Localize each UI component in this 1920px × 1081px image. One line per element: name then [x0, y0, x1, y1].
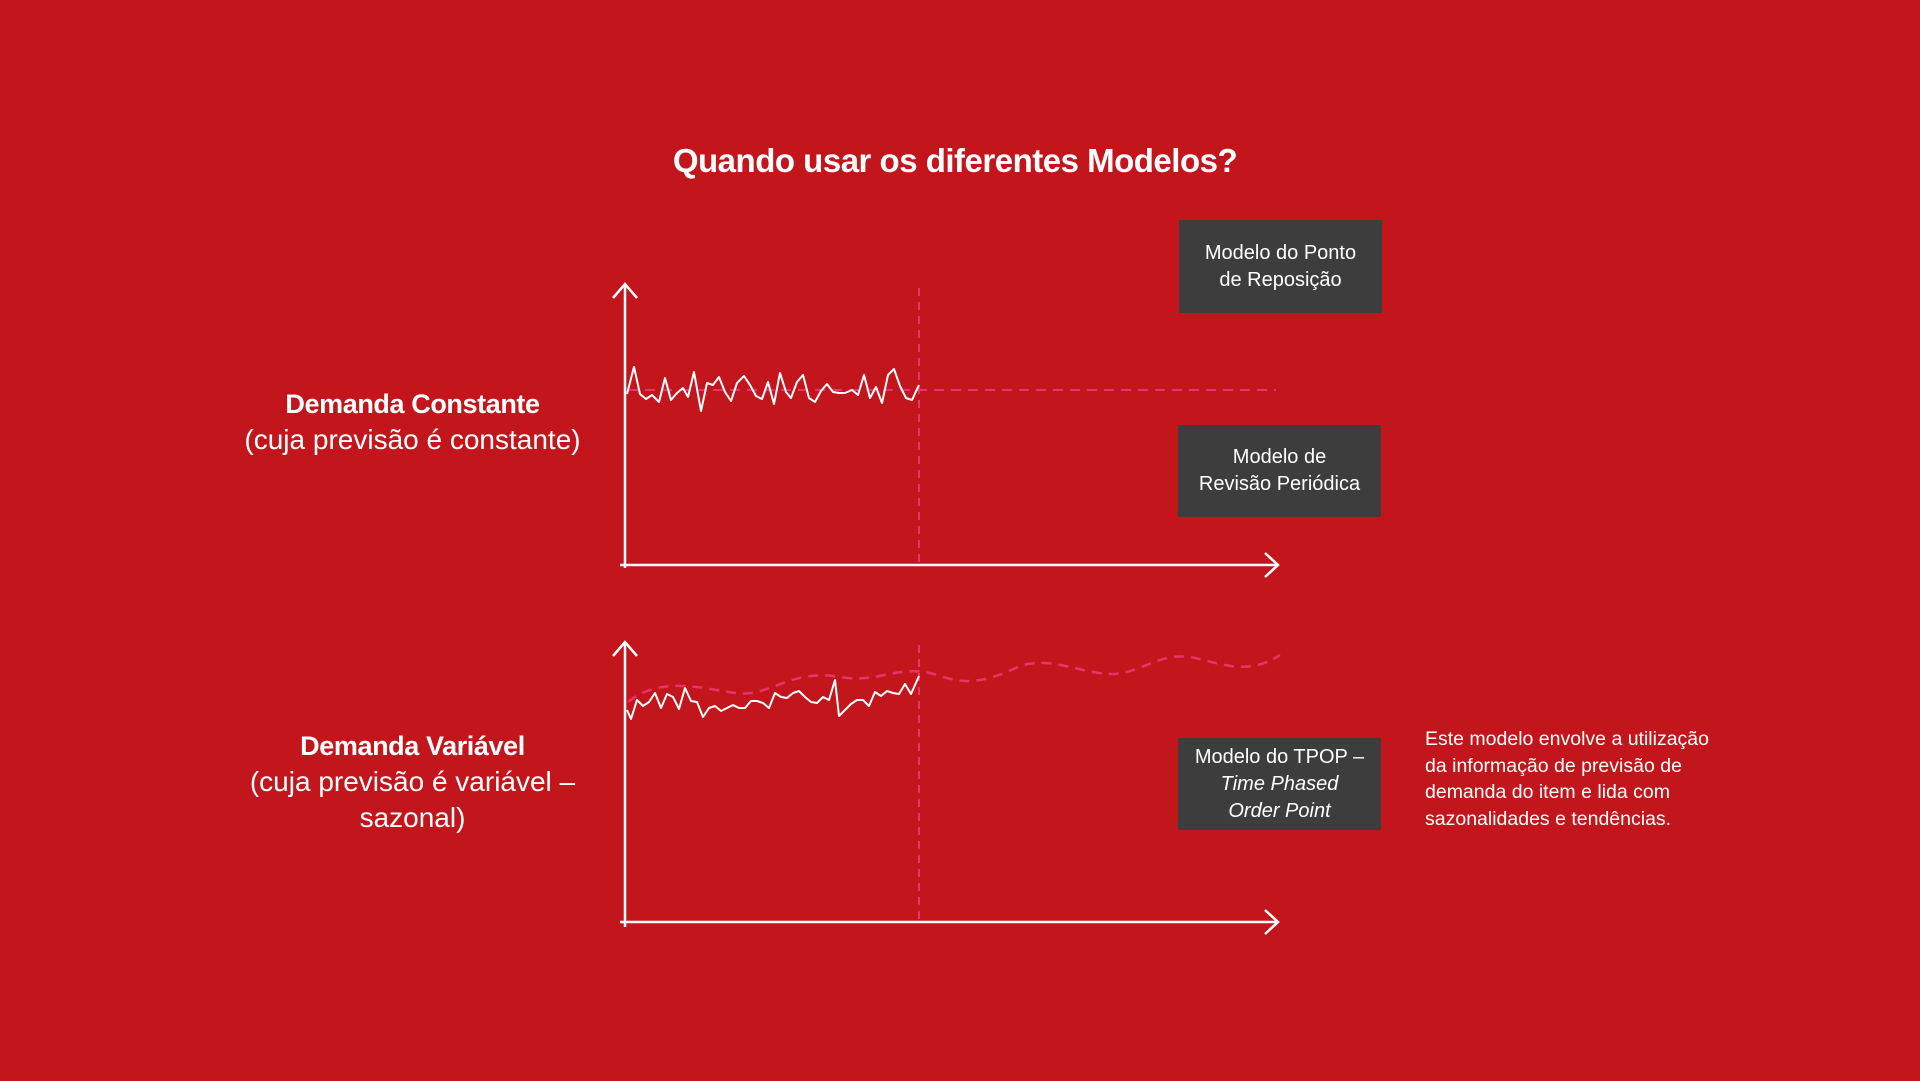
variable-demand-subtitle-line-2: sazonal) — [359, 802, 466, 833]
constant-demand-title: Demanda Constante — [285, 389, 540, 419]
tpop-description-line-2: da informação de previsão de — [1425, 754, 1682, 777]
tpop-description-line-3: demanda do item e lida com — [1425, 781, 1670, 803]
periodic-review-model-box: Modelo de Revisão Periódica — [1178, 425, 1381, 517]
reorder-point-model-line-1: Modelo do Ponto — [1204, 241, 1357, 264]
tpop-description-line-4: sazonalidades e tendências. — [1425, 807, 1672, 830]
variable-demand-label: Demanda Variável (cuja previsão é variáv… — [195, 728, 630, 836]
variable-demand-graph — [612, 640, 1281, 935]
variable-x-axis-arrowhead — [1264, 909, 1280, 935]
tpop-model-line-2: Time Phased — [1220, 772, 1339, 795]
page-title: Quando usar os diferentes Modelos? — [672, 142, 1238, 179]
tpop-model-line-3: Order Point — [1228, 799, 1331, 822]
tpop-description-line-1: Este modelo envolve a utilização — [1425, 728, 1709, 750]
variable-demand-title: Demanda Variável — [300, 731, 525, 761]
tpop-model-line-1: Modelo do TPOP – — [1194, 745, 1365, 768]
variable-y-axis-arrowhead — [612, 640, 638, 657]
periodic-review-model-line-1: Modelo de — [1232, 446, 1327, 468]
tpop-description: Este modelo envolve a utilização da info… — [1425, 726, 1755, 832]
reorder-point-model-line-2: de Reposição — [1219, 268, 1342, 291]
constant-demand-history — [626, 366, 920, 412]
periodic-review-model-line-2: Revisão Periódica — [1198, 473, 1361, 495]
variable-demand-history — [626, 675, 920, 720]
tpop-model-box: Modelo do TPOP – Time Phased Order Point — [1178, 738, 1381, 830]
reorder-point-model-box: Modelo do Ponto de Reposição — [1179, 220, 1382, 313]
constant-x-axis-arrowhead — [1264, 552, 1280, 578]
constant-y-axis-arrowhead — [612, 282, 638, 299]
constant-demand-graph — [612, 282, 1280, 578]
constant-demand-subtitle: (cuja previsão é constante) — [244, 424, 581, 455]
variable-demand-subtitle-line-1: (cuja previsão é variável – — [249, 766, 576, 797]
variable-forecast-curve — [627, 653, 1281, 703]
constant-demand-label: Demanda Constante (cuja previsão é const… — [195, 386, 630, 458]
